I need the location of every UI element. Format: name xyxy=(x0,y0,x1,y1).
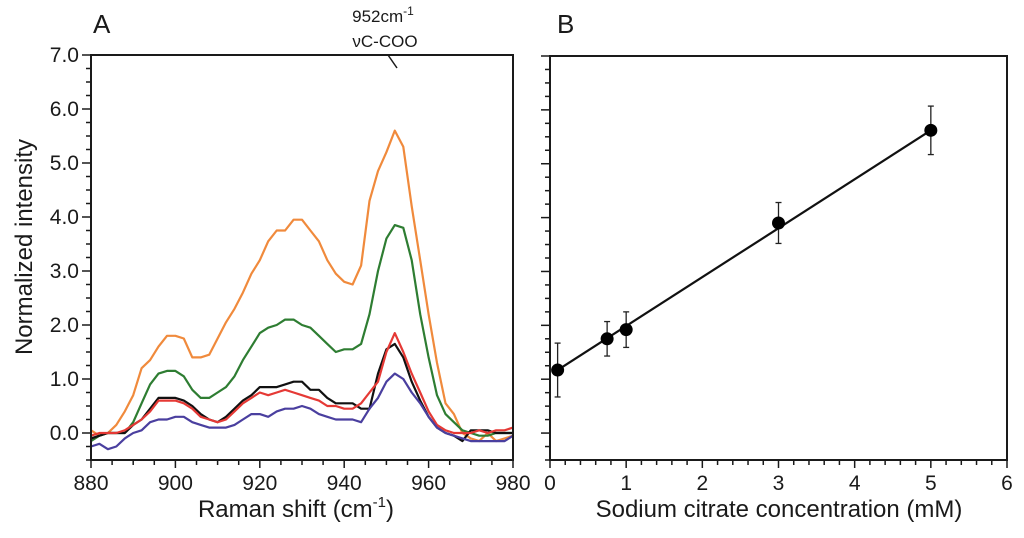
panel-a-label: A xyxy=(93,9,111,39)
panel-a-frame xyxy=(90,54,514,461)
panel-b-x-ticks: 0 1 2 3 4 5 6 xyxy=(544,460,1013,495)
x-tick-label: 3 xyxy=(773,472,785,495)
spectrum-red xyxy=(90,332,514,437)
data-point xyxy=(551,363,565,377)
x-tick-label: 0 xyxy=(544,472,556,495)
y-tick-label: 6.0 xyxy=(50,98,79,121)
panel-b: B 0 1 2 3 4 5 6 Sodium citrate concentration (… xyxy=(541,9,1013,523)
spectra-curves xyxy=(90,129,514,451)
annotation-pointer xyxy=(387,54,398,69)
panel-b-frame xyxy=(549,55,1008,461)
data-point xyxy=(600,332,614,346)
panel-a-y-axis-title: Normalized intensity xyxy=(11,139,38,355)
calibration-marks xyxy=(551,105,938,398)
spectrum-blue xyxy=(90,372,514,451)
panel-a-x-ticks: 880 900 920 940 960 980 xyxy=(73,460,531,495)
x-tick-label: 2 xyxy=(696,472,708,495)
x-tick-label: 920 xyxy=(242,472,277,495)
x-tick-label: 4 xyxy=(849,472,861,495)
data-point xyxy=(619,323,633,337)
y-tick-label: 3.0 xyxy=(50,260,79,283)
data-point xyxy=(772,216,785,230)
y-tick-label: 4.0 xyxy=(50,206,79,229)
annotation-mode: νC-COO xyxy=(352,32,417,51)
x-tick-label: 900 xyxy=(158,472,193,495)
spectrum-orange xyxy=(90,129,514,443)
y-tick-label: 2.0 xyxy=(50,314,79,337)
x-tick-label: 880 xyxy=(73,472,108,495)
panel-b-label: B xyxy=(557,9,574,39)
annotation-wavenumber: 952cm-1 xyxy=(352,4,414,26)
panel-b-y-ticks xyxy=(541,55,550,461)
x-tick-label: 5 xyxy=(925,472,937,495)
x-tick-label: 980 xyxy=(495,472,530,495)
x-tick-label: 940 xyxy=(327,472,362,495)
panel-a: A 0.0 1.0 2.0 3.0 4.0 5.0 6.0 7.0 880 900 920 940 9… xyxy=(11,4,531,523)
spectrum-green xyxy=(90,224,513,443)
fit-line xyxy=(557,129,932,371)
panel-a-x-axis-title: Raman shift (cm-1) xyxy=(198,494,394,523)
x-tick-label: 960 xyxy=(411,472,446,495)
spectrum-black xyxy=(90,342,513,443)
x-tick-label: 1 xyxy=(620,472,632,495)
y-tick-label: 1.0 xyxy=(50,368,79,391)
x-tick-label: 6 xyxy=(1001,472,1013,495)
panel-a-y-ticks: 0.0 1.0 2.0 3.0 4.0 5.0 6.0 7.0 xyxy=(50,44,91,461)
data-point xyxy=(924,123,938,137)
panel-b-x-axis-title: Sodium citrate concentration (mM) xyxy=(596,496,963,523)
y-tick-label: 7.0 xyxy=(50,44,79,67)
y-tick-label: 0.0 xyxy=(50,422,79,445)
y-tick-label: 5.0 xyxy=(50,152,79,175)
peak-annotation: 952cm-1 νC-COO xyxy=(352,4,418,69)
